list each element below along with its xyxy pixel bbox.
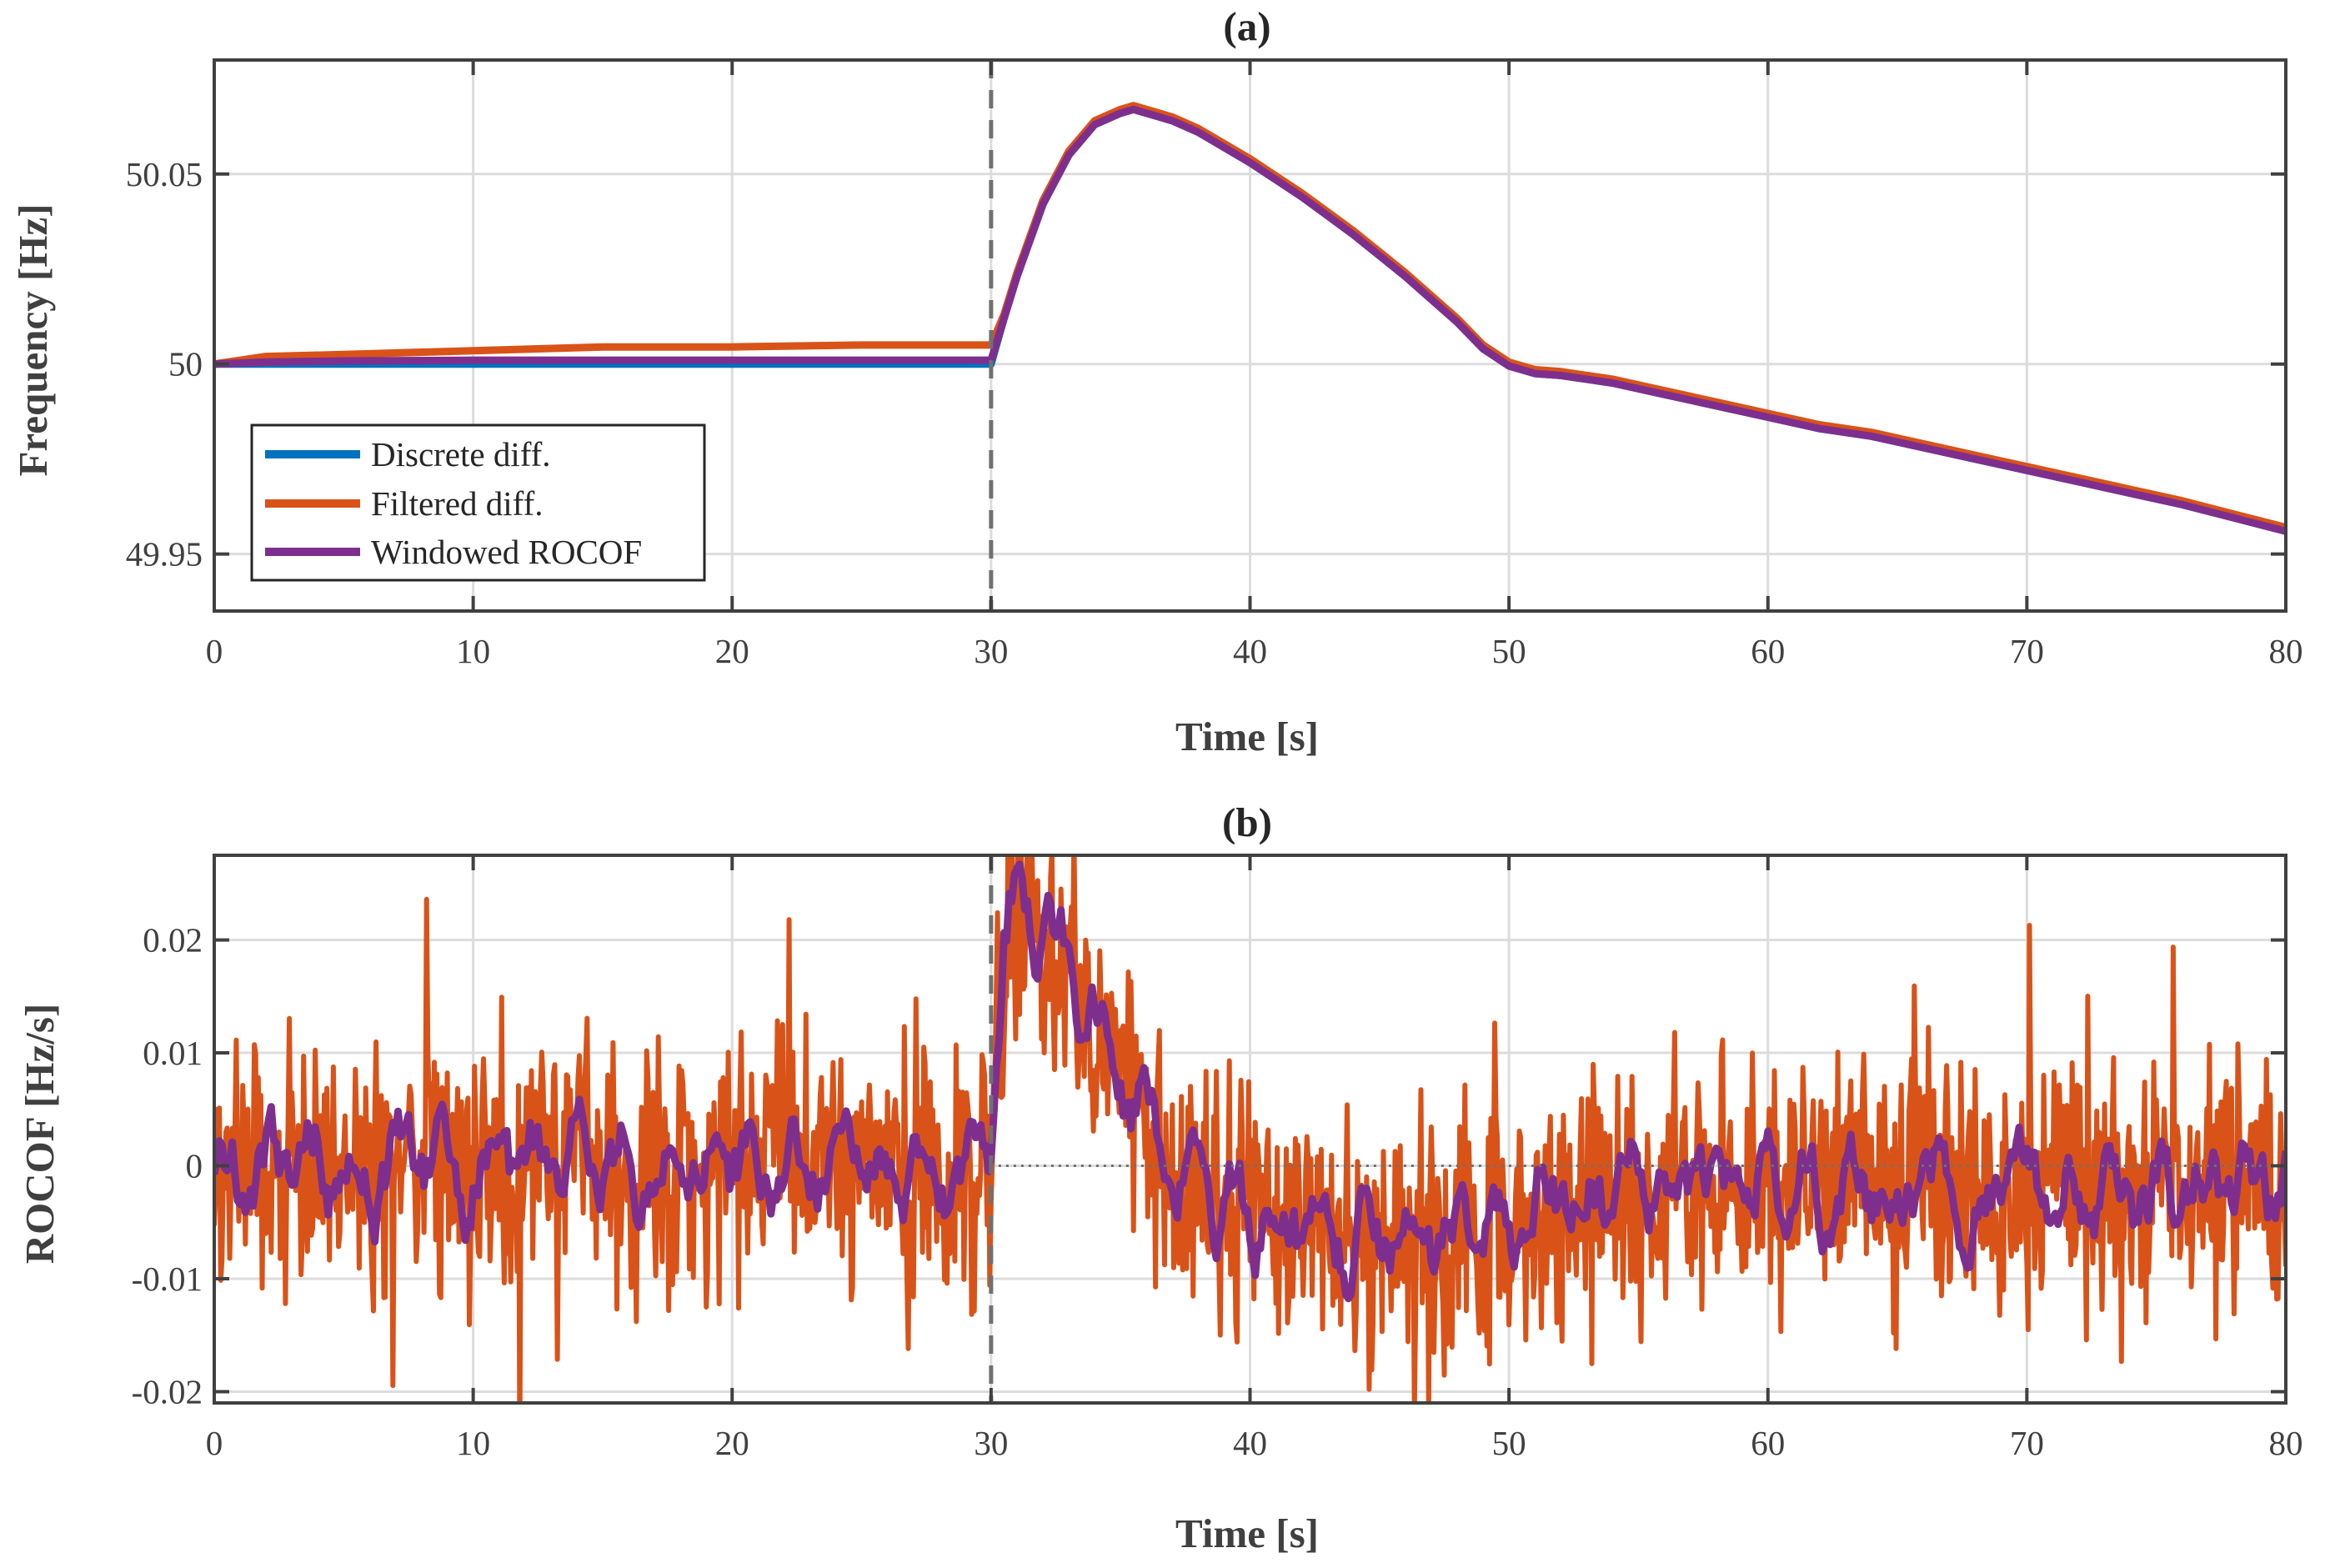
x-tick-label: 0 <box>206 632 223 670</box>
y-tick-label: 0.01 <box>143 1034 203 1072</box>
x-tick-label: 30 <box>974 1424 1008 1462</box>
y-tick-label: 50.05 <box>126 155 203 193</box>
panel-a-frequency: 0 10 20 30 40 50 60 70 80 49.95 50 50.05 (a) Time [… <box>10 3 2303 759</box>
x-tick-label: 10 <box>456 1424 490 1462</box>
x-tick-label: 50 <box>1492 1424 1526 1462</box>
legend-label-discrete: Discrete diff. <box>371 435 551 473</box>
x-tick-label: 30 <box>974 632 1008 670</box>
series-line-windowed <box>214 860 2286 1303</box>
legend-label-windowed: Windowed ROCOF <box>371 533 642 571</box>
panel-a-axes <box>213 58 2287 613</box>
panel-b-ylabel: ROCOF [Hz/s] <box>17 1004 63 1265</box>
x-tick-label: 10 <box>456 632 490 670</box>
panel-b-title: (b) <box>1222 799 1272 845</box>
x-tick-label: 20 <box>715 632 749 670</box>
panel-b-rocof: 0 10 20 30 40 50 60 70 80 -0.02 -0.01 0 0.01 0.02 (b)… <box>17 799 2303 1556</box>
x-tick-label: 50 <box>1492 632 1526 670</box>
x-tick-label: 80 <box>2269 1424 2303 1462</box>
x-tick-label: 20 <box>715 1424 749 1462</box>
x-tick-label: 40 <box>1233 632 1267 670</box>
panel-a-series <box>214 60 2286 611</box>
legend-label-filtered: Filtered diff. <box>371 484 543 523</box>
x-tick-label: 70 <box>2010 1424 2044 1462</box>
panel-a-ylabel: Frequency [Hz] <box>10 203 56 476</box>
y-tick-label: 50 <box>168 345 203 383</box>
y-tick-label: 0 <box>186 1147 203 1185</box>
x-tick-label: 40 <box>1233 1424 1267 1462</box>
panel-a-xlabel: Time [s] <box>1175 714 1319 759</box>
panel-a-title: (a) <box>1223 3 1270 49</box>
y-tick-label: -0.02 <box>132 1372 203 1410</box>
x-tick-label: 0 <box>206 1424 223 1462</box>
x-tick-label: 80 <box>2269 632 2303 670</box>
panel-a-tick-labels: 0 10 20 30 40 50 60 70 80 49.95 50 50.05 <box>126 155 2303 670</box>
y-tick-label: -0.01 <box>132 1260 203 1298</box>
panel-b-xlabel: Time [s] <box>1175 1510 1319 1556</box>
panel-b-axes <box>213 854 2287 1405</box>
x-tick-label: 60 <box>1751 632 1785 670</box>
x-tick-label: 60 <box>1751 1424 1785 1462</box>
y-tick-label: 0.02 <box>143 921 203 959</box>
series-line-windowed <box>214 105 2286 535</box>
panel-b-series <box>214 855 2286 1403</box>
legend: Discrete diff. Filtered diff. Windowed R… <box>250 423 706 582</box>
panel-b-tick-labels: 0 10 20 30 40 50 60 70 80 -0.02 -0.01 0 0.01 0.02 <box>132 921 2303 1462</box>
x-tick-label: 70 <box>2010 632 2044 670</box>
y-tick-label: 49.95 <box>126 535 203 574</box>
